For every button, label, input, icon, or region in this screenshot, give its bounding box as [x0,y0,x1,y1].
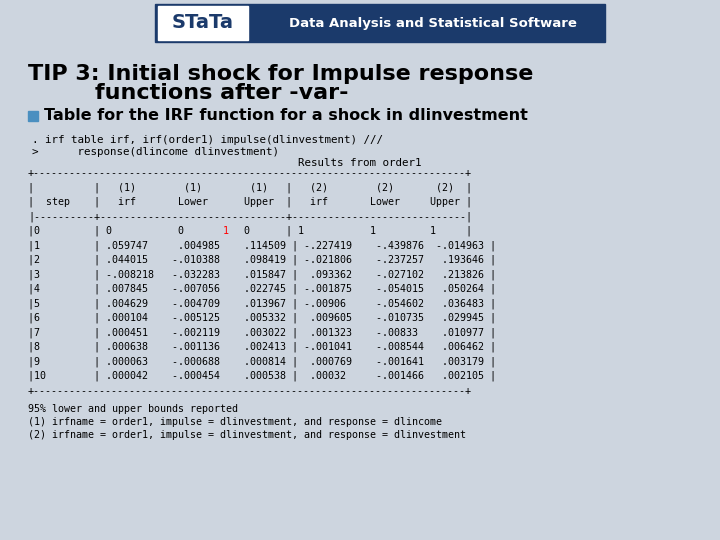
Text: |7         | .000451    -.002119    .003022 |  .001323    -.00833    .010977 |: |7 | .000451 -.002119 .003022 | .001323 … [28,327,496,338]
Text: Table for the IRF function for a shock in dlinvestment: Table for the IRF function for a shock i… [44,109,528,124]
Text: 95% lower and upper bounds reported: 95% lower and upper bounds reported [28,404,238,414]
Bar [222,224,227,238]
Text: +------------------------------------------------------------------------+: +---------------------------------------… [28,386,472,395]
Text: |0         | 0           0          0      | 1           1         1     |: |0 | 0 0 0 | 1 1 1 | [28,226,472,237]
Text: (2) irfname = order1, impulse = dlinvestment, and response = dlinvestment: (2) irfname = order1, impulse = dlinvest… [28,430,466,440]
Text: +------------------------------------------------------------------------+: +---------------------------------------… [28,168,472,178]
Text: . irf table irf, irf(order1) impulse(dlinvestment) ///: . irf table irf, irf(order1) impulse(dli… [32,135,383,145]
Text: |10        | .000042    -.000454    .000538 |  .00032     -.001466   .002105 |: |10 | .000042 -.000454 .000538 | .00032 … [28,371,496,381]
Text: |1         | .059747     .004985    .114509 | -.227419    -.439876  -.014963 |: |1 | .059747 .004985 .114509 | -.227419 … [28,240,496,251]
Text: TIP 3: Initial shock for Impulse response: TIP 3: Initial shock for Impulse respons… [28,64,534,84]
Text: |  step    |   irf       Lower      Upper  |   irf       Lower     Upper |: | step | irf Lower Upper | irf Lower Upp… [28,197,472,207]
Text: 1: 1 [222,226,228,236]
Text: |5         | .004629    -.004709    .013967 | -.00906     -.054602   .036483 |: |5 | .004629 -.004709 .013967 | -.00906 … [28,298,496,309]
Bar [28,111,38,121]
Text: functions after -var-: functions after -var- [95,83,348,103]
Text: |          |   (1)        (1)        (1)   |   (2)        (2)       (2)  |: | | (1) (1) (1) | (2) (2) (2) | [28,183,472,193]
Text: Data Analysis and Statistical Software: Data Analysis and Statistical Software [289,17,577,30]
Text: |8         | .000638    -.001136    .002413 | -.001041    -.008544   .006462 |: |8 | .000638 -.001136 .002413 | -.001041… [28,342,496,352]
Text: STaTa: STaTa [172,14,234,32]
Text: (1) irfname = order1, impulse = dlinvestment, and response = dlincome: (1) irfname = order1, impulse = dlinvest… [28,417,442,427]
Text: |3         | -.008218   -.032283    .015847 |  .093362    -.027102   .213826 |: |3 | -.008218 -.032283 .015847 | .093362… [28,269,496,280]
Text: >      response(dlincome dlinvestment): > response(dlincome dlinvestment) [32,147,279,157]
FancyBboxPatch shape [158,6,248,40]
Text: Results from order1: Results from order1 [298,158,422,168]
Text: |4         | .007845    -.007056    .022745 | -.001875    -.054015   .050264 |: |4 | .007845 -.007056 .022745 | -.001875… [28,284,496,294]
Text: |2         | .044015    -.010388    .098419 | -.021806    -.237257   .193646 |: |2 | .044015 -.010388 .098419 | -.021806… [28,255,496,265]
FancyBboxPatch shape [155,4,605,42]
Text: |----------+-------------------------------+-----------------------------|: |----------+----------------------------… [28,211,472,222]
Text: |9         | .000063    -.000688    .000814 |  .000769    -.001641   .003179 |: |9 | .000063 -.000688 .000814 | .000769 … [28,356,496,367]
Text: |6         | .000104    -.005125    .005332 |  .009605    -.010735   .029945 |: |6 | .000104 -.005125 .005332 | .009605 … [28,313,496,323]
